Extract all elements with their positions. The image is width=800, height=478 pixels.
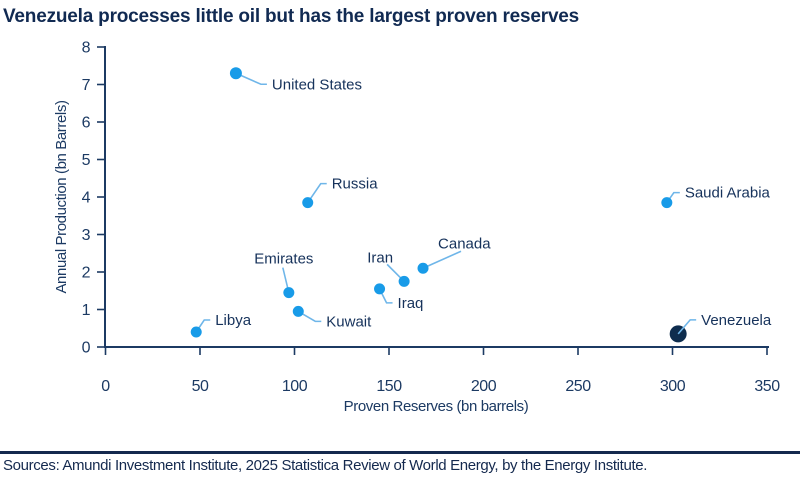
x-tick-label: 100	[282, 378, 308, 395]
leader-line-united-states	[240, 74, 267, 86]
y-tick-label: 2	[82, 265, 91, 282]
x-tick-label: 150	[376, 378, 402, 395]
scatter-chart: 0 50 100 150 200 250 300 350 0 1 2 3 4 5 6 7 8 Proven Res…	[53, 40, 781, 416]
data-point-canada	[417, 262, 429, 274]
source-note: Sources: Amundi Investment Institute, 20…	[3, 457, 648, 474]
x-axis-title: Proven Reserves (bn barrels)	[344, 398, 529, 415]
data-point-libya	[190, 326, 202, 338]
leader-line-canada	[426, 250, 462, 268]
point-label-canada: Canada	[438, 235, 491, 252]
leader-line-iran	[386, 263, 402, 279]
data-point-kuwait	[292, 305, 304, 317]
x-tick-label: 0	[101, 378, 110, 395]
data-point-russia	[302, 197, 314, 209]
data-point-iraq	[374, 283, 386, 295]
y-tick-label: 4	[82, 190, 91, 207]
leader-line-emirates	[282, 267, 289, 289]
leader-line-kuwait	[301, 312, 322, 323]
data-point-united-states	[229, 67, 242, 80]
y-tick-label: 8	[82, 40, 91, 57]
data-point-saudi-arabia	[661, 197, 673, 209]
point-label-russia: Russia	[332, 176, 379, 193]
point-label-saudi-arabia: Saudi Arabia	[685, 185, 771, 202]
leader-line-iraq	[380, 292, 393, 304]
point-label-iran: Iran	[367, 249, 393, 266]
y-tick-label: 3	[82, 227, 91, 244]
point-label-kuwait: Kuwait	[326, 313, 372, 330]
leader-line-venezuela	[677, 319, 697, 335]
data-point-iran	[398, 275, 410, 287]
x-tick-label: 250	[565, 378, 591, 395]
x-tick-label: 200	[471, 378, 497, 395]
footer-divider	[0, 451, 800, 454]
y-axis-title: Annual Production (bn Barrels)	[53, 100, 70, 294]
point-label-emirates: Emirates	[254, 251, 313, 268]
x-tick-label: 50	[192, 378, 209, 395]
y-tick-label: 5	[82, 152, 91, 169]
leader-line-libya	[198, 319, 211, 329]
chart-title: Venezuela processes little oil but has t…	[3, 6, 580, 27]
leader-line-saudi-arabia	[668, 191, 680, 200]
point-label-libya: Libya	[215, 312, 252, 329]
point-label-venezuela: Venezuela	[701, 312, 772, 329]
x-tick-label: 350	[754, 378, 780, 395]
y-tick-label: 0	[82, 340, 91, 357]
x-tick-label: 300	[660, 378, 686, 395]
y-tick-label: 6	[82, 115, 91, 132]
y-tick-label: 7	[82, 77, 91, 94]
data-point-emirates	[283, 287, 295, 299]
leader-line-russia	[309, 182, 327, 200]
y-tick-label: 1	[82, 302, 91, 319]
point-label-iraq: Iraq	[398, 295, 424, 312]
point-label-united-states: United States	[272, 76, 362, 93]
